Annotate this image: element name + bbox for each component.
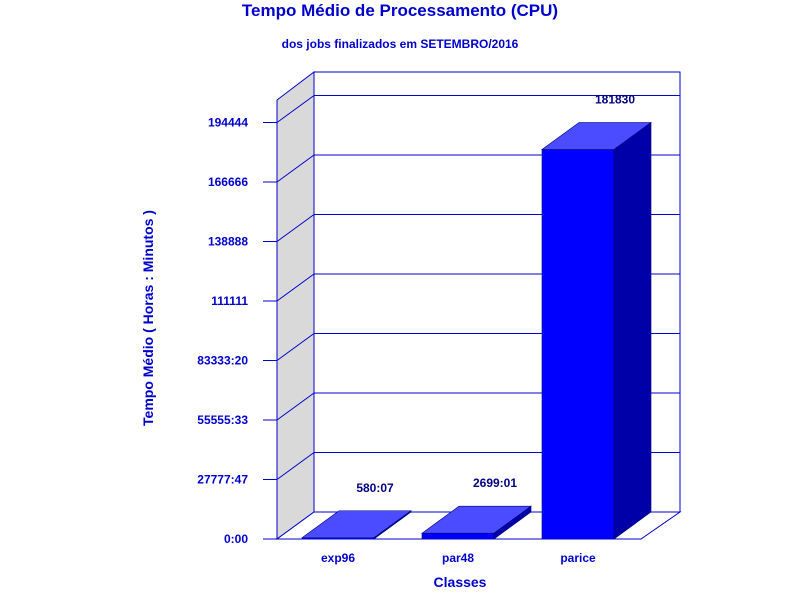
y-tick-label: 194444 bbox=[208, 116, 248, 130]
bar-exp96: 580:07 bbox=[301, 481, 412, 540]
y-tick-label: 27777:47 bbox=[197, 473, 248, 487]
gridline-side bbox=[276, 154, 315, 183]
bars: 580:07 2699:01 181830 bbox=[301, 93, 652, 540]
gridline-side bbox=[276, 95, 315, 123]
bar-front bbox=[421, 532, 495, 540]
x-tick-label: exp96 bbox=[321, 551, 355, 565]
gridline-side bbox=[276, 273, 315, 302]
gridline-side bbox=[276, 333, 315, 361]
x-tick-label: parice bbox=[560, 551, 596, 565]
y-tick-label: 55555:33 bbox=[197, 413, 248, 427]
x-tick-label: par48 bbox=[442, 551, 474, 565]
y-tick-label: 166666 bbox=[208, 175, 248, 189]
bar-parice: 181830 bbox=[541, 93, 652, 540]
y-tick-label: 138888 bbox=[208, 235, 248, 249]
data-label: 580:07 bbox=[356, 481, 394, 495]
bar-side bbox=[493, 505, 532, 540]
y-tick-label: 83333:20 bbox=[197, 354, 248, 368]
side-wall bbox=[276, 70, 315, 540]
data-label: 181830 bbox=[595, 93, 635, 107]
chart-title: Tempo Médio de Processamento (CPU) bbox=[242, 1, 558, 20]
data-label: 2699:01 bbox=[473, 476, 517, 490]
y-axis-title: Tempo Médio ( Horas : Minutos ) bbox=[140, 210, 156, 426]
y-tick-label: 111111 bbox=[211, 294, 248, 308]
gridline-side bbox=[276, 214, 315, 242]
bar-front bbox=[541, 149, 615, 540]
gridline-side bbox=[276, 392, 315, 421]
chart-subtitle: dos jobs finalizados em SETEMBRO/2016 bbox=[282, 37, 519, 51]
x-axis-title: Classes bbox=[434, 574, 487, 590]
x-axis: exp96 par48 parice bbox=[277, 538, 641, 565]
y-axis: 0:00 27777:47 55555:33 83333:20 111111 138888… bbox=[197, 100, 278, 546]
y-tick-label: 0:00 bbox=[224, 532, 248, 546]
gridline-side bbox=[276, 452, 315, 480]
bar-side bbox=[613, 121, 652, 540]
